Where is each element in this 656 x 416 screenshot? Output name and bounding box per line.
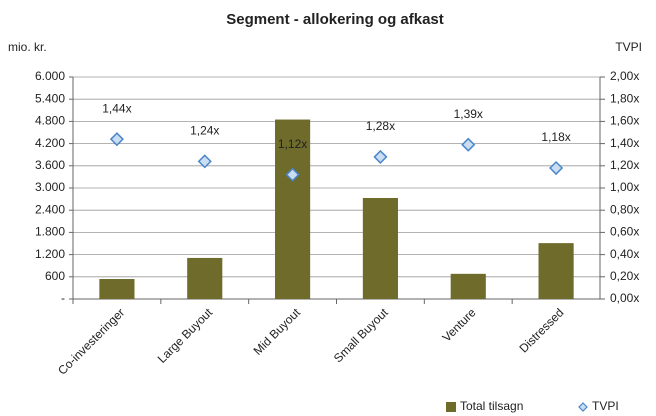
data-label: 1,12x	[278, 137, 307, 151]
y2-tick-label: 1,00x	[610, 180, 639, 194]
y2-tick-label: 1,40x	[610, 136, 639, 150]
y2-tick-label: 0,80x	[610, 202, 639, 216]
y-tick-label: 4.800	[35, 114, 65, 128]
bar	[538, 243, 574, 299]
data-label: 1,39x	[454, 107, 483, 121]
tvpi-marker	[373, 149, 388, 164]
y-tick-label: 3.000	[35, 180, 65, 194]
y2-tick-label: 0,00x	[610, 291, 639, 305]
tvpi-marker	[461, 137, 476, 152]
y-axis-label: mio. kr.	[8, 40, 47, 54]
y2-axis-label: TVPI	[615, 40, 642, 54]
tvpi-marker	[285, 167, 300, 182]
legend-marker	[578, 402, 588, 412]
y-tick-label: 6.000	[35, 69, 65, 83]
bar	[99, 279, 135, 299]
bar	[187, 257, 223, 299]
tvpi-marker	[109, 132, 124, 147]
data-label: 1,44x	[102, 101, 131, 115]
y-tick-label: 1.200	[35, 247, 65, 261]
x-tick-label: Large Buyout	[155, 305, 216, 366]
data-label: 1,28x	[366, 119, 395, 133]
y-tick-label: -	[61, 291, 65, 305]
x-tick-label: Distressed	[516, 305, 566, 355]
legend-label: TVPI	[592, 399, 619, 413]
y2-tick-label: 0,20x	[610, 269, 639, 283]
legend-swatch	[446, 402, 456, 412]
y2-tick-label: 1,60x	[610, 114, 639, 128]
tvpi-marker	[197, 154, 212, 169]
y-tick-label: 5.400	[35, 91, 65, 105]
x-tick-label: Mid Buyout	[251, 305, 304, 358]
y2-tick-label: 0,40x	[610, 247, 639, 261]
y-tick-label: 1.800	[35, 225, 65, 239]
data-label: 1,18x	[541, 130, 570, 144]
chart-title: Segment - allokering og afkast	[226, 11, 444, 28]
y-tick-label: 600	[45, 269, 65, 283]
tvpi-marker	[549, 160, 564, 176]
y2-tick-label: 0,60x	[610, 225, 639, 239]
y2-tick-label: 1,20x	[610, 158, 639, 172]
bar	[275, 119, 311, 299]
data-label: 1,24x	[190, 124, 219, 138]
y2-tick-label: 2,00x	[610, 69, 639, 83]
y-tick-label: 2.400	[35, 202, 65, 216]
legend-label: Total tilsagn	[460, 399, 523, 413]
y2-tick-label: 1,80x	[610, 91, 639, 105]
y-tick-label: 4.200	[35, 136, 65, 150]
bar	[450, 273, 486, 299]
x-tick-label: Small Buyout	[331, 305, 391, 365]
x-tick-label: Co-investeringer	[55, 305, 127, 377]
y-tick-label: 3.600	[35, 158, 65, 172]
bar	[362, 197, 398, 299]
x-tick-label: Venture	[439, 305, 478, 344]
